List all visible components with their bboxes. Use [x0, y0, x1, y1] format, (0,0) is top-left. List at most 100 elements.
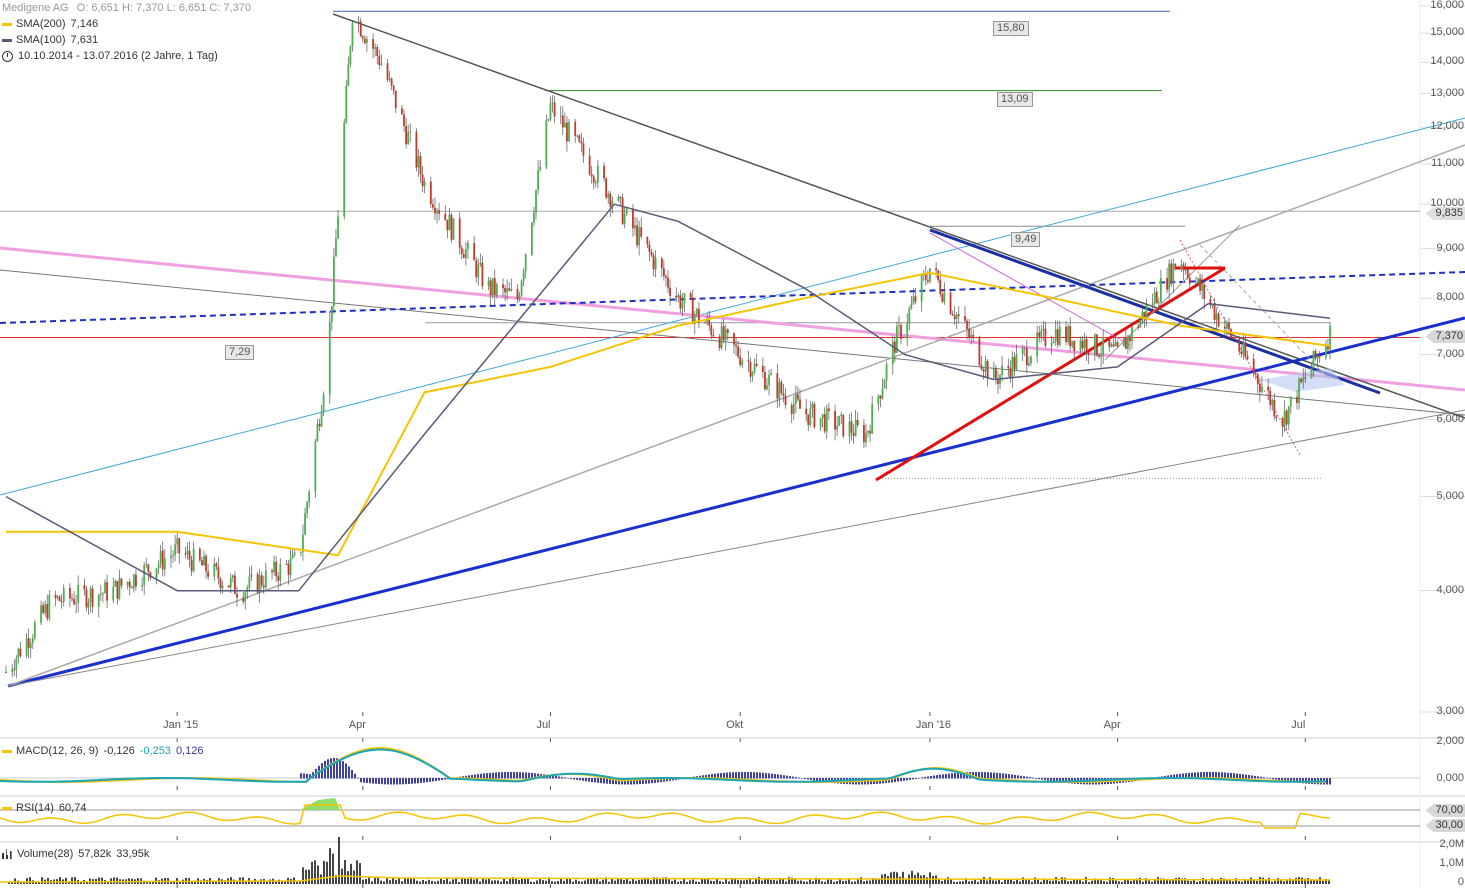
candle-body	[87, 602, 90, 608]
volume-bar	[635, 880, 637, 884]
volume-bar	[971, 880, 973, 884]
candle-body	[792, 403, 795, 414]
macd-histogram-bar	[609, 778, 611, 784]
candle-body	[1232, 338, 1234, 340]
volume-bar	[1094, 878, 1096, 884]
macd-histogram-bar	[426, 778, 428, 783]
candle-body	[576, 135, 579, 137]
macd-histogram-bar	[1218, 772, 1220, 779]
candle-body	[275, 561, 278, 577]
candle-body	[293, 552, 296, 555]
candle-body	[330, 305, 333, 322]
candle-body	[1267, 386, 1270, 391]
candle-body	[753, 363, 756, 373]
macd-histogram-bar	[381, 778, 383, 785]
candle-body	[881, 388, 884, 399]
volume-bar	[833, 881, 835, 884]
macd-histogram-bar	[501, 772, 503, 779]
volume-bar	[572, 881, 574, 884]
macd-histogram-bar	[744, 772, 746, 779]
volume-bar	[788, 877, 790, 884]
macd-histogram-bar	[630, 778, 632, 785]
candle-body	[935, 268, 937, 271]
candle-body	[46, 604, 49, 619]
macd-histogram-bar	[741, 772, 743, 779]
macd-histogram-bar	[945, 773, 947, 779]
macd-histogram-bar	[912, 778, 914, 780]
legend-rsi[interactable]: RSI(14) 60,74	[2, 800, 91, 816]
volume-bar	[1145, 878, 1147, 884]
macd-histogram-bar	[471, 774, 473, 779]
macd-histogram-bar	[801, 778, 803, 779]
macd-histogram-bar	[1206, 772, 1208, 779]
candle-body	[502, 284, 504, 289]
price-tick-label: 3,000	[1436, 705, 1464, 717]
volume-bar	[1262, 877, 1264, 884]
volume-bar	[524, 878, 526, 884]
legend-macd[interactable]: MACD(12, 26, 9) -0,126 -0,253 0,126	[2, 743, 208, 759]
volume-bar	[782, 878, 784, 884]
macd-histogram-bar	[441, 778, 443, 781]
candle-body	[458, 218, 461, 248]
legend-volume[interactable]: Volume(28) 57,82k 33,95k	[2, 846, 154, 862]
volume-bar	[509, 878, 511, 884]
volume-bar	[824, 881, 826, 884]
candle-body	[475, 260, 478, 278]
candle-body	[244, 592, 247, 602]
macd-histogram-bar	[1239, 773, 1241, 779]
macd-histogram-bar	[1221, 772, 1223, 779]
candle-body	[939, 279, 942, 295]
candle-body	[776, 373, 779, 399]
volume-bar	[1100, 880, 1102, 884]
macd-histogram-bar	[1041, 778, 1043, 780]
candle-body	[640, 227, 643, 237]
candle-body	[190, 559, 193, 572]
candle-body	[314, 440, 317, 492]
macd-histogram-bar	[1029, 777, 1031, 779]
candle-body	[380, 63, 383, 65]
volume-bar	[1064, 877, 1066, 884]
volume-bar	[842, 880, 844, 884]
candle-body	[304, 513, 306, 535]
sma100-value: 7,631	[70, 34, 99, 46]
candle-body	[596, 165, 599, 183]
volume-bar	[893, 871, 895, 884]
volume-bar	[1019, 881, 1021, 884]
volume-bar	[608, 881, 610, 884]
volume-bar	[563, 880, 565, 884]
macd-histogram-bar	[1212, 772, 1214, 779]
macd-histogram-bar	[918, 777, 920, 779]
candle-body	[1273, 400, 1276, 417]
macd-histogram-bar	[576, 778, 578, 780]
volume-bar	[296, 881, 298, 884]
legend-sma100[interactable]: SMA(100) 7,631	[2, 32, 103, 48]
gray-trendline-upper	[0, 269, 1465, 416]
candle-body	[376, 47, 379, 56]
volume-bar	[851, 881, 853, 884]
legend-sma200[interactable]: SMA(200) 7,146	[2, 16, 103, 32]
candle-body	[718, 336, 721, 349]
candle-body	[374, 47, 377, 49]
candle-body	[650, 251, 653, 256]
macd-histogram-bar	[444, 778, 446, 780]
candle-body	[691, 297, 694, 324]
candle-body	[159, 550, 162, 564]
macd-histogram-bar	[771, 773, 773, 779]
legend-range[interactable]: 10.10.2014 - 13.07.2016 (2 Jahre, 1 Tag)	[2, 48, 223, 64]
macd-histogram-bar	[1302, 778, 1304, 784]
macd-histogram-bar	[615, 778, 617, 785]
volume-bar	[107, 881, 109, 884]
candle-body	[106, 582, 108, 601]
volume-bar	[806, 881, 808, 884]
volume-bar	[71, 877, 73, 884]
cyan-trendline	[0, 117, 1465, 496]
macd-histogram-bar	[336, 758, 338, 779]
candle-body	[234, 575, 236, 594]
macd-histogram-bar	[975, 772, 977, 779]
candle-body	[128, 581, 131, 588]
volume-bar	[500, 881, 502, 884]
volume-bar	[977, 881, 979, 884]
macd-histogram-bar	[606, 778, 608, 784]
price-tick-label: 15,000	[1430, 26, 1464, 39]
macd-histogram-bar	[663, 778, 665, 782]
